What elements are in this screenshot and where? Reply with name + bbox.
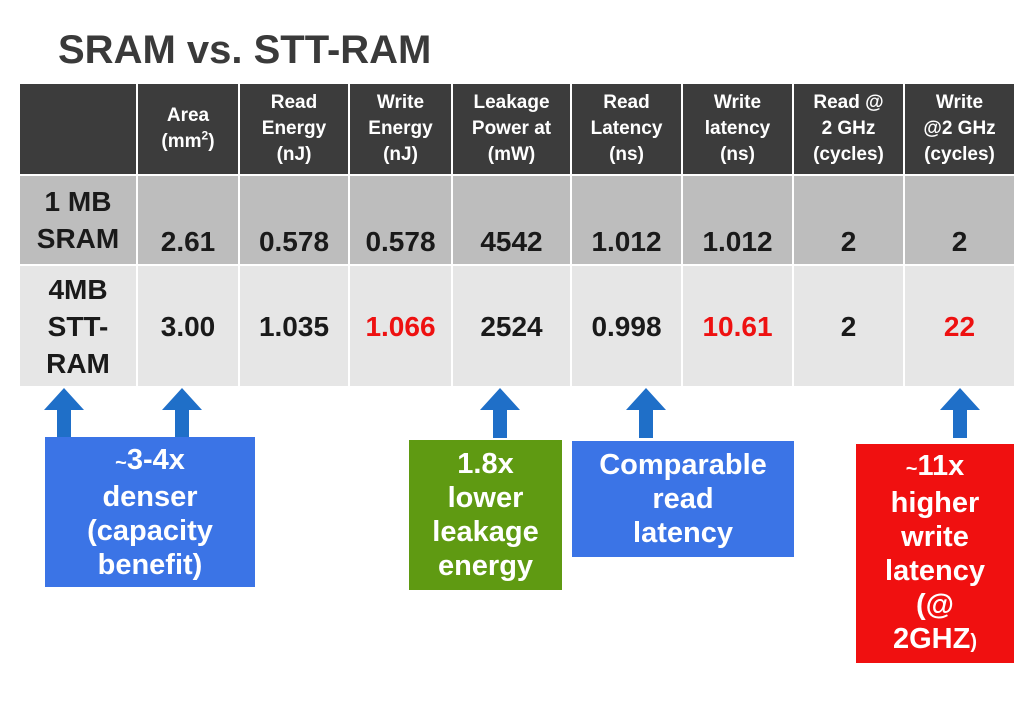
header-text: Energy [368,118,433,139]
cell-sram-read-latency: 1.012 [570,174,683,266]
up-arrow-icon [940,388,980,438]
header-text: (cycles) [924,144,995,165]
header-text: (nJ) [383,144,418,165]
cell-stt-write-latency: 10.61 [681,264,794,388]
header-text: Read @ [813,92,884,113]
cell-sram-write-latency: 1.012 [681,174,794,266]
cell-stt-read-cycles: 2 [792,264,905,388]
header-text: Read [270,92,318,113]
callout-text: (@ [916,588,954,621]
slide-title: SRAM vs. STT-RAM [58,28,432,72]
cell-sram-read-energy: 0.578 [238,174,350,266]
header-text: (nJ) [276,144,312,165]
callout-leakage: 1.8x lower leakage energy [409,440,562,590]
callout-write-latency: ~11x higher write latency (@ 2GHZ) [856,444,1014,663]
cell-stt-write-cycles: 22 [903,264,1016,388]
header-text: (cycles) [813,144,884,165]
cell-sram-read-cycles: 2 [792,174,905,266]
close-paren: ) [970,630,977,653]
header-area-line1: Area [166,105,210,126]
header-text: Read [603,92,650,113]
header-text: (mW) [487,144,536,165]
table-row-stt-ram: 4MB STT- RAM 3.00 1.035 1.066 2524 0.998… [18,264,1016,388]
callout-text: energy [437,550,534,582]
cell-sram-write-cycles: 2 [903,174,1016,266]
comparison-table: Area (mm2) Read Energy (nJ) Write Energy… [18,82,1016,388]
callout-text: write [901,520,969,553]
up-arrow-icon [480,388,520,438]
header-text: latency [704,118,771,139]
cell-stt-area: 3.00 [136,264,240,388]
header-empty-cell [18,82,138,176]
header-area-line2: (mm [161,131,202,152]
row-label-text: STT- [47,310,109,342]
tilde-symbol: ~ [905,457,918,480]
header-text: 2 GHz [821,118,876,139]
row-label-stt-ram: 4MB STT- RAM [18,264,138,388]
cell-sram-area: 2.61 [136,174,240,266]
callout-text: benefit) [97,548,203,581]
header-read-latency: Read Latency (ns) [570,82,683,176]
callout-text: 1.8x [457,448,514,480]
header-leakage-power: Leakage Power at (mW) [451,82,572,176]
header-write-latency: Write latency (ns) [681,82,794,176]
header-write-energy: Write Energy (nJ) [348,82,453,176]
table-row-sram: 1 MB SRAM 2.61 0.578 0.578 4542 1.012 1.… [18,174,1016,266]
header-area: Area (mm2) [136,82,240,176]
callout-text: Comparable [599,449,767,481]
header-text: Energy [261,118,327,139]
cell-stt-write-energy: 1.066 [348,264,453,388]
row-label-sram: 1 MB SRAM [18,174,138,266]
header-text: Leakage [473,92,550,113]
header-text: Power at [471,118,552,139]
up-arrow-icon [626,388,666,438]
header-read-cycles: Read @ 2 GHz (cycles) [792,82,905,176]
row-label-text: RAM [46,347,110,379]
up-arrow-icon [162,388,202,438]
header-read-energy: Read Energy (nJ) [238,82,350,176]
row-label-text: SRAM [36,223,120,254]
callout-text: latency [633,517,733,549]
callout-text: 2GHZ [892,622,971,655]
row-label-text: 1 MB [44,186,112,217]
header-text: Write [376,92,425,113]
header-area-sup: 2 [201,128,209,143]
callout-text: (capacity [87,514,213,547]
callout-read-latency: Comparable read latency [572,441,794,557]
header-text: @2 GHz [923,118,996,139]
callout-text: lower [447,482,524,514]
table-header-row: Area (mm2) Read Energy (nJ) Write Energy… [18,82,1016,176]
cell-sram-leakage: 4542 [451,174,572,266]
header-text: (ns) [720,144,755,165]
callout-text: read [652,483,714,515]
header-write-cycles: Write @2 GHz (cycles) [903,82,1016,176]
header-area-line2-end: ) [208,131,215,152]
up-arrow-icon [44,388,84,438]
row-label-text: 4MB [48,273,108,305]
header-text: Write [713,92,762,113]
header-text: (ns) [609,144,644,165]
callout-text: leakage [432,516,539,548]
callout-text: denser [102,480,198,513]
callout-text: latency [885,554,985,587]
header-text: Write [935,92,984,113]
cell-sram-write-energy: 0.578 [348,174,453,266]
header-text: Latency [590,118,663,139]
callout-text: 11x [917,449,965,482]
callout-text: higher [890,486,980,519]
callout-denser: ~3-4x denser (capacity benefit) [45,437,255,587]
cell-stt-read-latency: 0.998 [570,264,683,388]
cell-stt-read-energy: 1.035 [238,264,350,388]
callout-text: 3-4x [126,443,185,476]
cell-stt-leakage: 2524 [451,264,572,388]
tilde-symbol: ~ [115,451,127,474]
